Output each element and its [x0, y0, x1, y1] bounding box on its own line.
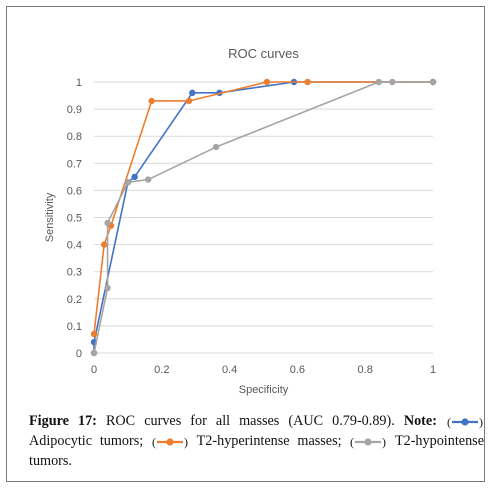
series-2-point: [148, 97, 155, 105]
series-2-point: [185, 97, 193, 105]
figure-caption: Figure 17: ROC curves for all masses (AU…: [29, 411, 484, 471]
series-3-point: [104, 284, 111, 292]
series-3-point: [212, 143, 220, 151]
x-tick-label: 0.8: [358, 364, 373, 376]
x-axis-label: Specificity: [239, 384, 289, 396]
series-3-point: [90, 349, 98, 357]
svg-text:): ): [382, 435, 386, 449]
y-tick-label: 0.3: [67, 267, 82, 279]
roc-chart: 0 0.1 0.2 0.3 0.4 0.5 0.6 0.7 0.8 0.9 1 0 0.2 0.4 0.6 0…: [35, 35, 473, 403]
caption-item-1: Adipocytic tumors;: [29, 433, 152, 449]
y-tick-label: 0.7: [67, 158, 82, 170]
svg-text:(: (: [350, 435, 354, 449]
caption-item-2: T2-hyperintense masses;: [189, 433, 350, 449]
x-tick-label: 0.4: [222, 364, 237, 376]
caption-figure-label: Figure 17:: [29, 413, 97, 429]
series-2-point: [100, 241, 108, 248]
caption-note-label: Note:: [403, 413, 437, 429]
x-tick-label: 0: [91, 364, 97, 376]
x-tick-label: 0.2: [154, 364, 169, 376]
series-3-point: [389, 78, 396, 86]
caption-text: ROC curves for all masses (AUC 0.79-0.89…: [96, 413, 404, 429]
y-tick-label: 0.9: [67, 104, 82, 116]
series-2-line: [93, 81, 433, 335]
svg-text:): ): [479, 415, 483, 429]
x-tick-label: 1: [430, 364, 436, 376]
x-tick-label: 0.6: [290, 364, 305, 376]
svg-text:(: (: [447, 415, 451, 429]
y-tick-label: 0: [76, 348, 82, 360]
figure-frame: 0 0.1 0.2 0.3 0.4 0.5 0.6 0.7 0.8 0.9 1 0 0.2 0.4 0.6 0…: [6, 6, 485, 482]
series-3-point: [145, 176, 152, 183]
y-tick-label: 0.4: [67, 240, 82, 252]
series-2-point: [304, 78, 311, 86]
legend-marker-series-3: ( ): [350, 435, 386, 449]
series-2-point: [263, 78, 271, 86]
y-tick-label: 0.1: [67, 321, 82, 333]
svg-text:): ): [184, 435, 188, 449]
y-axis-label: Sensitivity: [44, 192, 56, 242]
svg-text:(: (: [152, 435, 156, 449]
y-tick-label: 1: [76, 77, 82, 89]
series-1-point: [189, 89, 196, 97]
y-tick-label: 0.2: [67, 294, 82, 306]
series-3-point: [375, 78, 382, 86]
y-tick-label: 0.6: [67, 185, 82, 197]
series-3-point: [104, 219, 111, 227]
series-2-point: [90, 330, 98, 338]
y-tick-label: 0.5: [67, 213, 82, 225]
caption-item-3: T2-hypointense tumors.: [29, 433, 484, 469]
series-1-line: [93, 81, 433, 353]
chart-svg: 0 0.1 0.2 0.3 0.4 0.5 0.6 0.7 0.8 0.9 1 0 0.2 0.4 0.6 0…: [44, 46, 437, 396]
legend-marker-series-2: ( ): [152, 435, 188, 449]
series-3-point: [124, 179, 132, 186]
series-1-point: [131, 173, 138, 181]
y-tick-label: 0.8: [67, 131, 82, 143]
chart-title: ROC curves: [228, 46, 299, 61]
series-3-point: [429, 78, 437, 86]
legend-marker-series-1: ( ): [447, 415, 483, 429]
